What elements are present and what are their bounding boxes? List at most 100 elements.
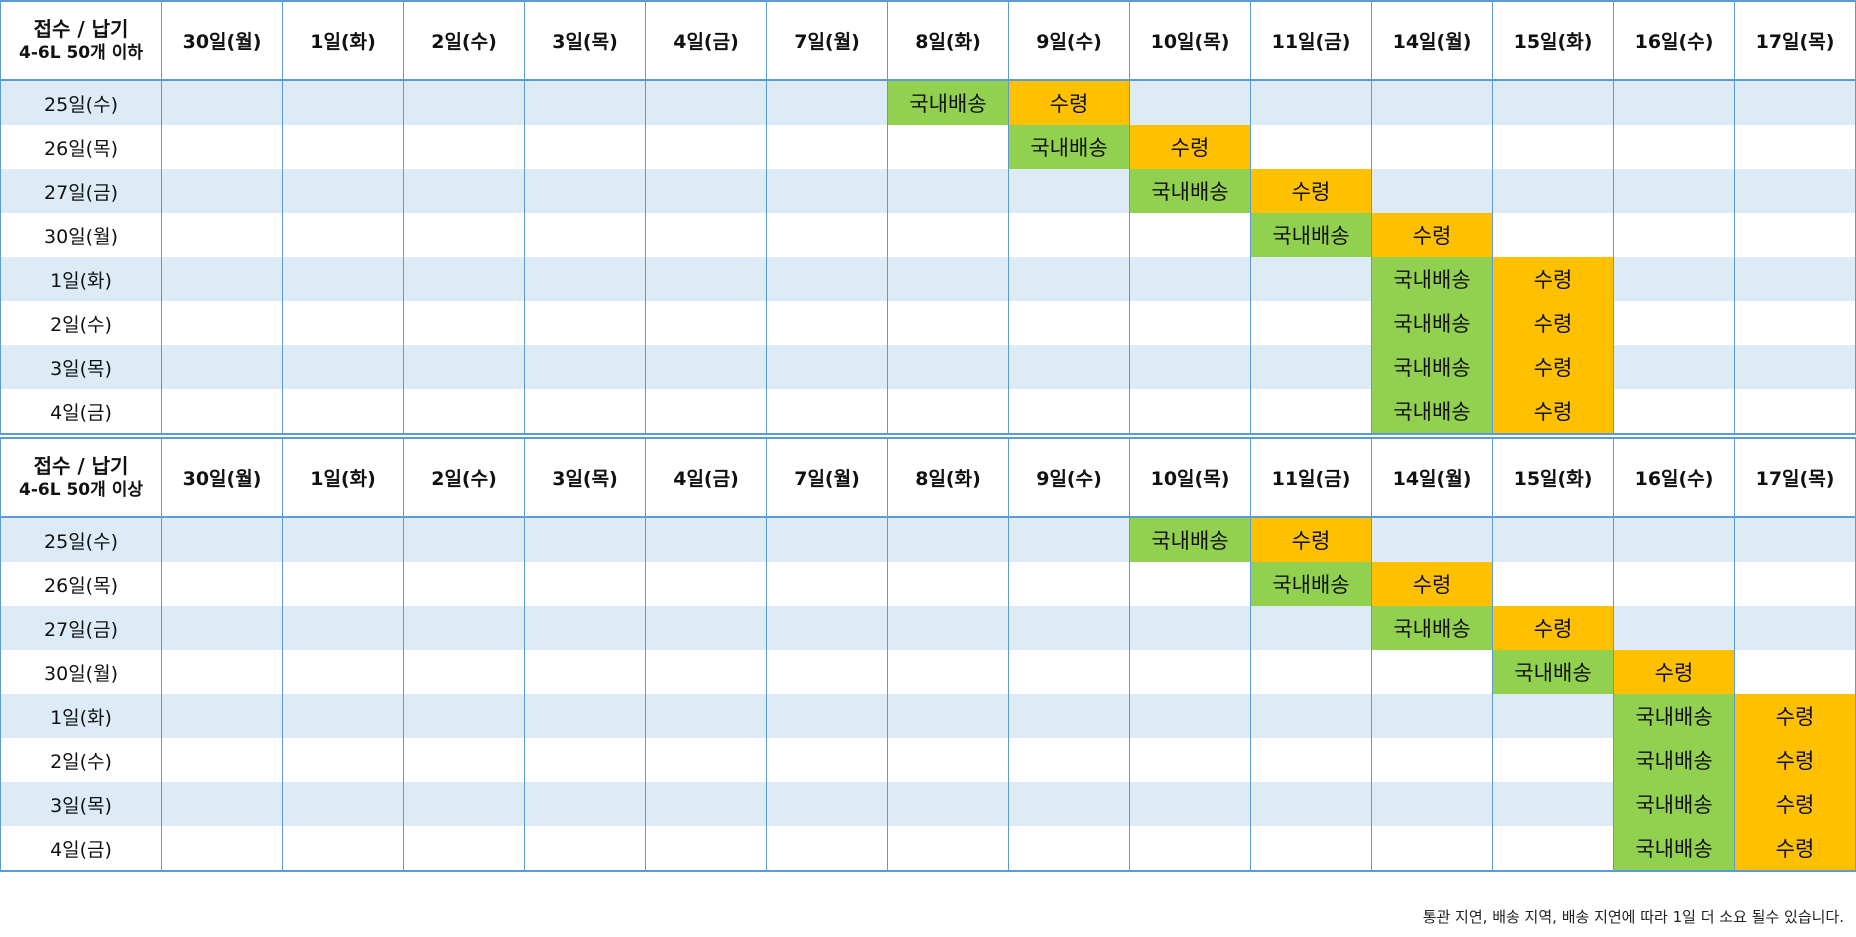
- empty-cell: [1008, 213, 1130, 257]
- table-row: 3일(목) 국내배송 수령: [0, 345, 1856, 389]
- date-header: 16일(수): [1613, 437, 1735, 518]
- empty-cell: [766, 257, 888, 301]
- empty-cell: [645, 80, 767, 125]
- empty-cell: [1492, 782, 1614, 826]
- empty-cell: [645, 213, 767, 257]
- empty-cell: [1250, 694, 1372, 738]
- corner-title: 접수 / 납기: [33, 17, 129, 41]
- empty-cell: [524, 782, 646, 826]
- empty-cell: [282, 826, 404, 872]
- empty-cell: [282, 345, 404, 389]
- empty-cell: [1129, 738, 1251, 782]
- empty-cell: [1250, 80, 1372, 125]
- empty-cell: [766, 694, 888, 738]
- receive-cell: 수령: [1734, 826, 1856, 872]
- ship-cell: 국내배송: [1129, 169, 1251, 213]
- empty-cell: [887, 694, 1009, 738]
- empty-cell: [1250, 782, 1372, 826]
- empty-cell: [1734, 345, 1856, 389]
- row-label: 4일(금): [0, 389, 162, 435]
- empty-cell: [766, 169, 888, 213]
- empty-cell: [161, 389, 283, 435]
- date-header: 17일(목): [1734, 437, 1856, 518]
- empty-cell: [887, 826, 1009, 872]
- empty-cell: [1250, 389, 1372, 435]
- date-header: 1일(화): [282, 0, 404, 81]
- empty-cell: [161, 301, 283, 345]
- row-label: 25일(수): [0, 80, 162, 125]
- empty-cell: [161, 257, 283, 301]
- corner-header: 접수 / 납기 4-6L 50개 이상: [0, 437, 162, 518]
- date-header: 7일(월): [766, 437, 888, 518]
- empty-cell: [1008, 345, 1130, 389]
- empty-cell: [1371, 694, 1493, 738]
- empty-cell: [524, 213, 646, 257]
- empty-cell: [282, 213, 404, 257]
- empty-cell: [161, 738, 283, 782]
- empty-cell: [645, 826, 767, 872]
- empty-cell: [1613, 389, 1735, 435]
- empty-cell: [1613, 562, 1735, 606]
- empty-cell: [887, 125, 1009, 169]
- table-row: 27일(금) 국내배송 수령: [0, 169, 1856, 213]
- empty-cell: [645, 782, 767, 826]
- empty-cell: [403, 562, 525, 606]
- empty-cell: [1613, 213, 1735, 257]
- empty-cell: [1371, 826, 1493, 872]
- empty-cell: [766, 301, 888, 345]
- empty-cell: [1613, 169, 1735, 213]
- empty-cell: [1129, 345, 1251, 389]
- empty-cell: [1371, 738, 1493, 782]
- empty-cell: [1008, 301, 1130, 345]
- empty-cell: [1371, 80, 1493, 125]
- empty-cell: [161, 694, 283, 738]
- row-label: 3일(목): [0, 782, 162, 826]
- empty-cell: [1008, 782, 1130, 826]
- empty-cell: [1734, 257, 1856, 301]
- date-header: 3일(목): [524, 437, 646, 518]
- ship-cell: 국내배송: [1613, 694, 1735, 738]
- empty-cell: [161, 606, 283, 650]
- empty-cell: [766, 562, 888, 606]
- ship-cell: 국내배송: [1371, 389, 1493, 435]
- receive-cell: 수령: [1492, 389, 1614, 435]
- ship-cell: 국내배송: [1492, 650, 1614, 694]
- row-label: 27일(금): [0, 606, 162, 650]
- date-header: 8일(화): [887, 437, 1009, 518]
- empty-cell: [645, 694, 767, 738]
- row-label: 26일(목): [0, 125, 162, 169]
- empty-cell: [1613, 301, 1735, 345]
- corner-subtitle: 4-6L 50개 이하: [19, 43, 143, 63]
- ship-cell: 국내배송: [1613, 826, 1735, 872]
- receive-cell: 수령: [1129, 125, 1251, 169]
- empty-cell: [524, 169, 646, 213]
- ship-cell: 국내배송: [1371, 301, 1493, 345]
- ship-cell: 국내배송: [1250, 562, 1372, 606]
- table-row: 26일(목) 국내배송 수령: [0, 125, 1856, 169]
- empty-cell: [1250, 345, 1372, 389]
- empty-cell: [1250, 301, 1372, 345]
- schedule-table-under-50: 접수 / 납기 4-6L 50개 이하 30일(월) 1일(화) 2일(수) 3일(목…: [0, 0, 1856, 435]
- table-row: 1일(화) 국내배송 수령: [0, 257, 1856, 301]
- empty-cell: [1250, 125, 1372, 169]
- empty-cell: [766, 782, 888, 826]
- empty-cell: [1129, 257, 1251, 301]
- ship-cell: 국내배송: [1613, 782, 1735, 826]
- empty-cell: [161, 80, 283, 125]
- empty-cell: [403, 694, 525, 738]
- empty-cell: [887, 562, 1009, 606]
- empty-cell: [1129, 389, 1251, 435]
- empty-cell: [282, 650, 404, 694]
- empty-cell: [403, 389, 525, 435]
- empty-cell: [645, 125, 767, 169]
- empty-cell: [766, 345, 888, 389]
- receive-cell: 수령: [1492, 301, 1614, 345]
- empty-cell: [1613, 80, 1735, 125]
- empty-cell: [403, 80, 525, 125]
- empty-cell: [887, 650, 1009, 694]
- empty-cell: [524, 517, 646, 562]
- receive-cell: 수령: [1613, 650, 1735, 694]
- table-row: 25일(수) 국내배송 수령: [0, 80, 1856, 125]
- empty-cell: [282, 782, 404, 826]
- table-row: 30일(월) 국내배송 수령: [0, 650, 1856, 694]
